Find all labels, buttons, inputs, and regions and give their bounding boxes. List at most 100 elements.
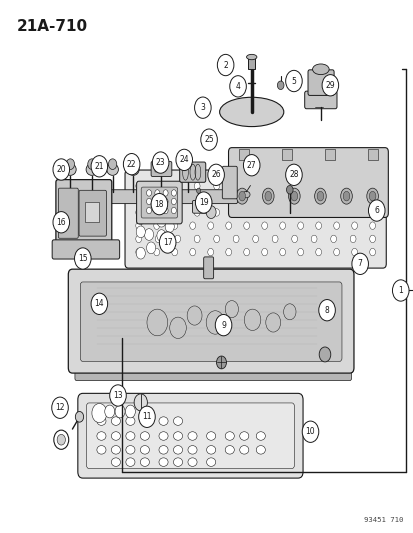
Text: 7: 7 [357,260,362,268]
Circle shape [154,207,159,214]
Circle shape [217,54,233,76]
Ellipse shape [159,417,168,425]
FancyBboxPatch shape [78,393,302,478]
Ellipse shape [173,432,182,440]
FancyBboxPatch shape [222,166,237,199]
Circle shape [53,159,69,180]
Circle shape [216,356,226,369]
FancyBboxPatch shape [62,190,237,204]
Text: 25: 25 [204,135,214,144]
Circle shape [74,248,91,269]
Circle shape [351,253,368,274]
Ellipse shape [288,188,299,204]
Text: 29: 29 [325,81,335,90]
Circle shape [146,207,151,214]
Text: 21: 21 [95,162,104,171]
Circle shape [229,76,246,97]
Circle shape [283,304,295,320]
Ellipse shape [366,188,377,204]
Ellipse shape [140,417,149,425]
FancyBboxPatch shape [203,257,213,279]
Circle shape [53,212,69,233]
Ellipse shape [159,458,168,466]
Bar [281,149,291,160]
Circle shape [174,209,180,216]
Bar [248,58,254,69]
FancyBboxPatch shape [151,161,171,176]
FancyBboxPatch shape [125,170,385,268]
Circle shape [138,406,155,427]
Text: 19: 19 [198,198,208,207]
Circle shape [272,182,278,190]
Ellipse shape [111,446,120,454]
Circle shape [225,222,231,229]
Circle shape [88,159,96,169]
FancyBboxPatch shape [68,269,353,373]
Ellipse shape [173,446,182,454]
Circle shape [311,209,316,216]
Circle shape [171,190,176,196]
FancyBboxPatch shape [56,180,112,244]
Circle shape [243,155,259,176]
Circle shape [243,248,249,256]
Circle shape [146,190,151,196]
Circle shape [54,430,69,449]
Text: 21A-710: 21A-710 [17,19,88,34]
Circle shape [272,209,278,216]
Ellipse shape [316,191,323,201]
Circle shape [243,222,249,229]
Text: 4: 4 [235,82,240,91]
Ellipse shape [242,191,249,198]
Circle shape [194,209,199,216]
Ellipse shape [225,446,234,454]
Circle shape [125,405,135,418]
Circle shape [187,306,202,325]
Circle shape [349,182,355,190]
Ellipse shape [206,446,215,454]
Circle shape [146,242,155,254]
Circle shape [233,182,238,190]
Ellipse shape [126,446,135,454]
Ellipse shape [264,191,271,201]
Circle shape [129,159,137,169]
Circle shape [244,309,260,330]
Circle shape [115,405,125,418]
Ellipse shape [239,432,248,440]
Circle shape [134,394,147,411]
Circle shape [135,222,141,229]
FancyBboxPatch shape [52,240,119,259]
Ellipse shape [238,191,245,201]
Circle shape [91,293,107,314]
Text: 23: 23 [155,158,165,167]
Ellipse shape [188,446,197,454]
Text: 16: 16 [56,218,66,227]
FancyBboxPatch shape [136,181,182,224]
Circle shape [261,248,267,256]
FancyBboxPatch shape [304,91,336,109]
Circle shape [206,206,216,219]
Bar [239,149,249,160]
Circle shape [233,235,238,243]
Circle shape [135,235,141,243]
Ellipse shape [188,458,197,466]
Circle shape [176,149,192,171]
FancyBboxPatch shape [141,187,177,218]
Ellipse shape [173,417,182,425]
Text: 20: 20 [56,165,66,174]
Circle shape [330,182,336,190]
Circle shape [318,300,335,321]
Circle shape [261,196,267,203]
Circle shape [174,235,180,243]
Circle shape [136,247,145,259]
Bar [324,149,334,160]
Circle shape [277,81,283,90]
Ellipse shape [111,458,120,466]
Circle shape [369,222,375,229]
Ellipse shape [256,432,265,440]
Circle shape [57,434,65,445]
Circle shape [207,222,213,229]
Ellipse shape [97,432,106,440]
Circle shape [252,182,258,190]
Circle shape [225,196,231,203]
Circle shape [333,248,339,256]
